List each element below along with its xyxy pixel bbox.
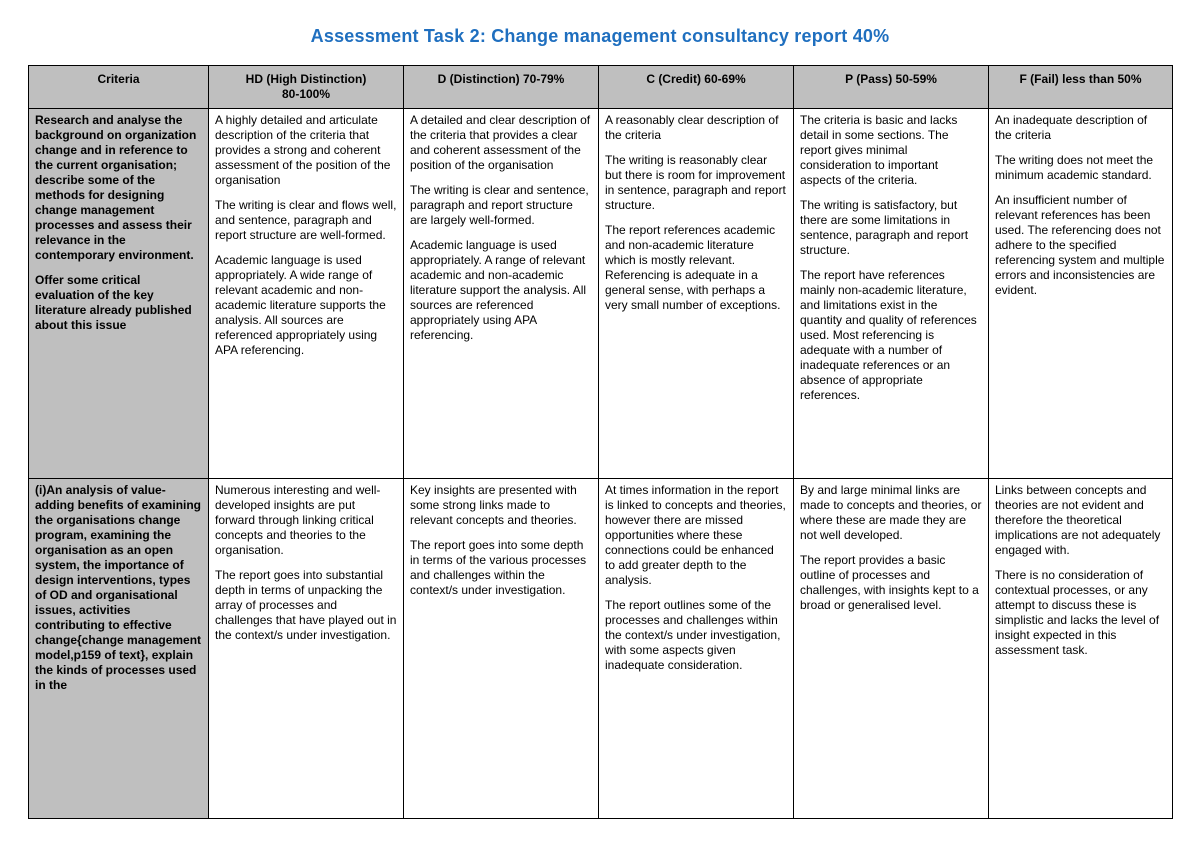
cell-text: There is no consideration of contextual …: [995, 568, 1166, 658]
cell-c: A reasonably clear description of the cr…: [599, 109, 794, 479]
cell-text: The writing is clear and sentence, parag…: [410, 183, 592, 228]
cell-text: The report have references mainly non-ac…: [800, 268, 982, 403]
col-header-f: F (Fail) less than 50%: [989, 66, 1173, 109]
col-header-c: C (Credit) 60-69%: [599, 66, 794, 109]
cell-text: The writing is clear and flows well, and…: [215, 198, 397, 243]
cell-text: At times information in the report is li…: [605, 483, 787, 588]
col-header-p: P (Pass) 50-59%: [794, 66, 989, 109]
cell-text: The writing is satisfactory, but there a…: [800, 198, 982, 258]
rubric-row: Research and analyse the background on o…: [29, 109, 1173, 479]
cell-hd: A highly detailed and articulate descrip…: [209, 109, 404, 479]
rubric-table: Criteria HD (High Distinction) 80-100% D…: [28, 65, 1173, 819]
rubric-header-row: Criteria HD (High Distinction) 80-100% D…: [29, 66, 1173, 109]
col-header-label: P (Pass) 50-59%: [845, 72, 937, 86]
cell-text: A reasonably clear description of the cr…: [605, 113, 787, 143]
cell-text: The report outlines some of the processe…: [605, 598, 787, 673]
cell-d: A detailed and clear description of the …: [404, 109, 599, 479]
page: Assessment Task 2: Change management con…: [0, 0, 1200, 847]
cell-text: By and large minimal links are made to c…: [800, 483, 982, 543]
cell-text: Links between concepts and theories are …: [995, 483, 1166, 558]
col-header-hd: HD (High Distinction) 80-100%: [209, 66, 404, 109]
col-header-label: Criteria: [97, 72, 139, 86]
cell-text: Key insights are presented with some str…: [410, 483, 592, 528]
cell-d: Key insights are presented with some str…: [404, 479, 599, 819]
col-header-label: D (Distinction) 70-79%: [438, 72, 565, 86]
cell-text: An insufficient number of relevant refer…: [995, 193, 1166, 298]
cell-text: The report provides a basic outline of p…: [800, 553, 982, 613]
cell-text: Academic language is used appropriately.…: [410, 238, 592, 343]
cell-f: Links between concepts and theories are …: [989, 479, 1173, 819]
cell-p: By and large minimal links are made to c…: [794, 479, 989, 819]
cell-text: A highly detailed and articulate descrip…: [215, 113, 397, 188]
criteria-cell: Research and analyse the background on o…: [29, 109, 209, 479]
cell-text: The writing does not meet the minimum ac…: [995, 153, 1166, 183]
col-header-label: F (Fail) less than 50%: [1019, 72, 1141, 86]
col-header-criteria: Criteria: [29, 66, 209, 109]
col-header-sublabel: 80-100%: [282, 87, 330, 101]
cell-text: The criteria is basic and lacks detail i…: [800, 113, 982, 188]
document-title: Assessment Task 2: Change management con…: [28, 26, 1172, 47]
cell-text: Numerous interesting and well-developed …: [215, 483, 397, 558]
cell-text: An inadequate description of the criteri…: [995, 113, 1166, 143]
cell-text: A detailed and clear description of the …: [410, 113, 592, 173]
col-header-d: D (Distinction) 70-79%: [404, 66, 599, 109]
cell-text: The report goes into some depth in terms…: [410, 538, 592, 598]
cell-f: An inadequate description of the criteri…: [989, 109, 1173, 479]
cell-text: Academic language is used appropriately.…: [215, 253, 397, 358]
cell-text: The report goes into substantial depth i…: [215, 568, 397, 643]
criteria-text: Research and analyse the background on o…: [35, 113, 202, 263]
criteria-text: Offer some critical evaluation of the ke…: [35, 273, 202, 333]
cell-hd: Numerous interesting and well-developed …: [209, 479, 404, 819]
col-header-label: HD (High Distinction): [246, 72, 367, 86]
criteria-cell: (i)An analysis of value-adding benefits …: [29, 479, 209, 819]
rubric-row: (i)An analysis of value-adding benefits …: [29, 479, 1173, 819]
cell-text: The report references academic and non-a…: [605, 223, 787, 313]
cell-p: The criteria is basic and lacks detail i…: [794, 109, 989, 479]
cell-text: The writing is reasonably clear but ther…: [605, 153, 787, 213]
cell-c: At times information in the report is li…: [599, 479, 794, 819]
criteria-text: (i)An analysis of value-adding benefits …: [35, 483, 202, 693]
col-header-label: C (Credit) 60-69%: [646, 72, 745, 86]
